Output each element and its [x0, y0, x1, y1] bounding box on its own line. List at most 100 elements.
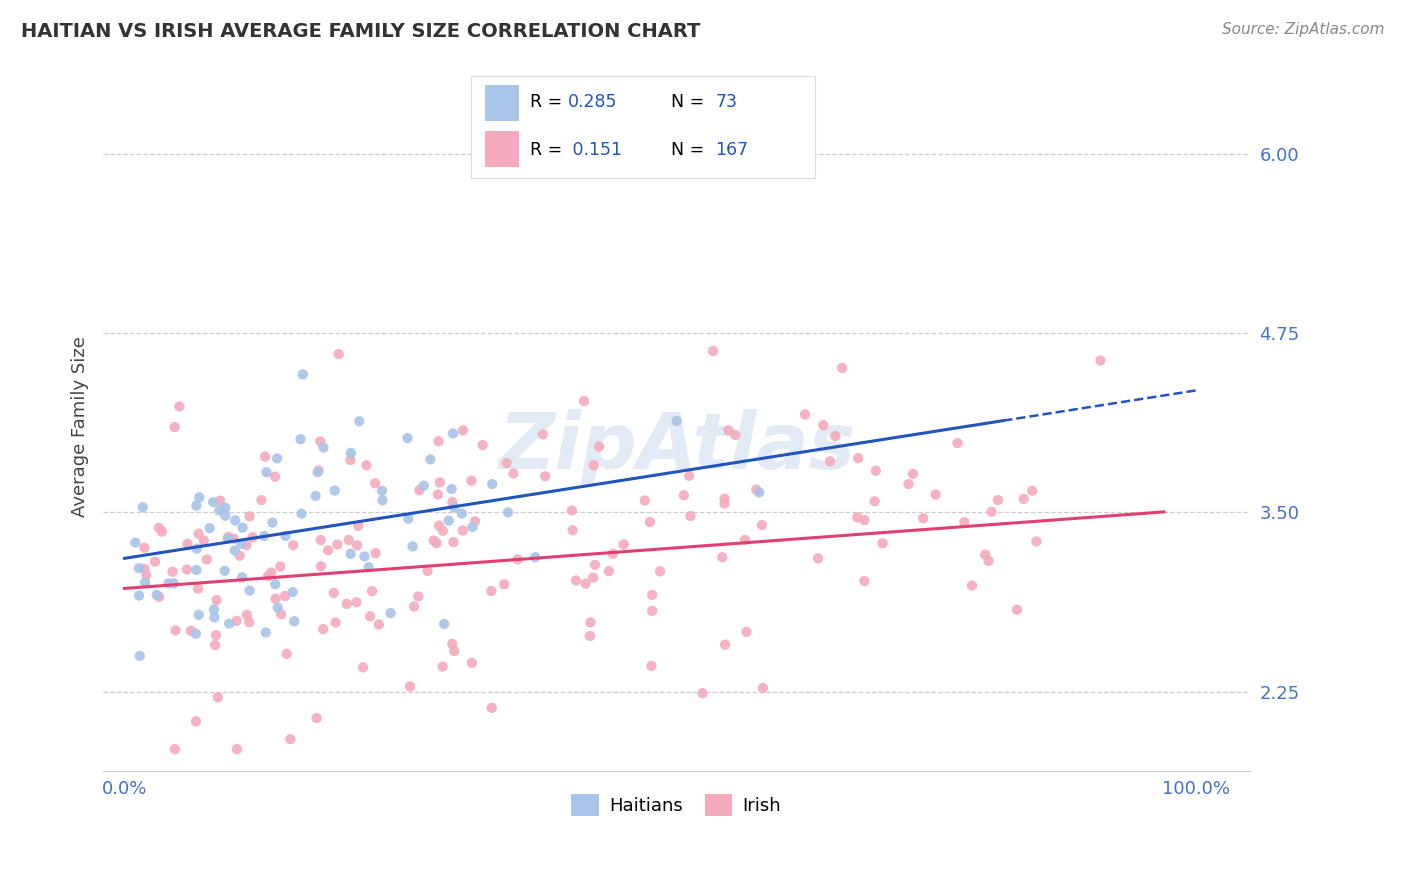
Point [479, 584, 502, 599]
Point [579, 629, 602, 643]
Point [202, 495, 225, 509]
Point [180, 624, 202, 638]
Point [184, 714, 207, 729]
Point [748, 485, 770, 500]
Point [262, 516, 284, 530]
Point [419, 452, 441, 467]
Point [1021, 483, 1043, 498]
Point [283, 538, 305, 552]
Point [304, 489, 326, 503]
Point [163, 742, 186, 756]
Text: N =: N = [671, 141, 710, 159]
Point [1005, 602, 1028, 616]
Point [163, 576, 186, 591]
Point [502, 467, 524, 481]
Point [974, 548, 997, 562]
Point [187, 526, 209, 541]
Point [280, 732, 302, 747]
Point [853, 513, 876, 527]
Point [846, 451, 869, 466]
Point [953, 515, 976, 529]
Point [209, 493, 232, 508]
Point [602, 547, 624, 561]
Point [186, 541, 208, 556]
Point [794, 408, 817, 422]
Point [148, 521, 170, 535]
Point [752, 681, 775, 695]
Point [367, 617, 389, 632]
Point [412, 478, 434, 492]
Point [291, 507, 314, 521]
Point [124, 535, 146, 549]
Point [207, 690, 229, 705]
Point [980, 505, 1002, 519]
Point [208, 503, 231, 517]
Point [371, 483, 394, 498]
Point [290, 432, 312, 446]
Point [813, 418, 835, 433]
Point [408, 483, 430, 497]
Point [702, 343, 724, 358]
Point [232, 521, 254, 535]
Text: R =: R = [530, 141, 567, 159]
Point [451, 524, 474, 538]
Point [309, 559, 332, 574]
Point [531, 427, 554, 442]
Text: 0.151: 0.151 [568, 141, 623, 159]
Point [678, 468, 700, 483]
Point [224, 513, 246, 527]
Point [460, 474, 482, 488]
Point [524, 550, 547, 565]
Bar [485, 85, 519, 121]
Point [613, 537, 636, 551]
Point [977, 554, 1000, 568]
Point [339, 547, 361, 561]
Point [451, 424, 474, 438]
Point [426, 488, 449, 502]
Point [186, 563, 208, 577]
Point [641, 588, 664, 602]
Point [312, 622, 335, 636]
Point [347, 518, 370, 533]
Point [561, 503, 583, 517]
Point [253, 529, 276, 543]
Point [987, 493, 1010, 508]
Point [506, 552, 529, 566]
Point [217, 530, 239, 544]
Point [135, 568, 157, 582]
Point [134, 575, 156, 590]
Point [276, 647, 298, 661]
Point [713, 496, 735, 510]
Point [494, 577, 516, 591]
Point [495, 456, 517, 470]
Point [328, 347, 350, 361]
Point [264, 469, 287, 483]
Point [325, 615, 347, 630]
Point [256, 465, 278, 479]
Point [364, 476, 387, 491]
Point [150, 524, 173, 539]
Point [831, 360, 853, 375]
Point [128, 648, 150, 663]
Point [960, 578, 983, 592]
Point [214, 564, 236, 578]
Point [433, 617, 456, 632]
Point [336, 597, 359, 611]
Point [441, 426, 464, 441]
Point [427, 518, 450, 533]
Point [356, 458, 378, 473]
Point [238, 615, 260, 630]
Point [583, 558, 606, 572]
Point [582, 570, 605, 584]
Point [132, 500, 155, 515]
Point [323, 483, 346, 498]
Point [353, 549, 375, 564]
Point [464, 514, 486, 528]
Point [1025, 534, 1047, 549]
Point [461, 520, 484, 534]
Point [283, 614, 305, 628]
Point [264, 577, 287, 591]
Text: 0.285: 0.285 [568, 94, 617, 112]
Point [128, 561, 150, 575]
Point [824, 429, 846, 443]
